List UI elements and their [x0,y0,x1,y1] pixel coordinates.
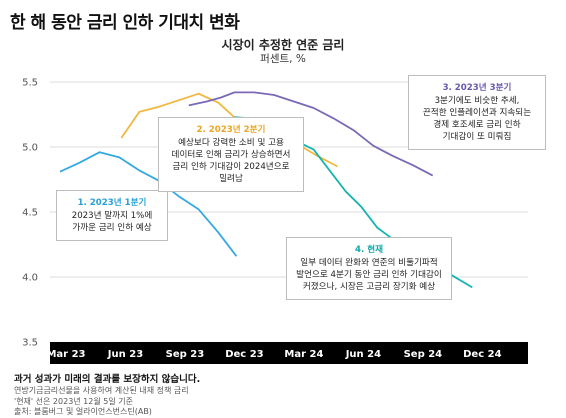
x-axis-labels: Mar 23 Jun 23 Sep 23 Dec 23 Mar 24 Jun 24 Sep … [46,349,501,360]
x-tick-label: Sep 23 [166,349,205,360]
annotation-line: 밀려남 [219,174,243,184]
y-tick-label: 4.0 [22,273,38,284]
y-tick-label: 3.5 [22,338,38,349]
annotation-q3-2023: 3. 2023년 3분기 3분기에도 비슷한 추세, 끈적한 인플레이션과 지속… [408,75,546,150]
unit-label: 퍼센트, % [260,53,306,65]
annotation-line: 가까운 금리 인하 예상 [72,223,152,233]
y-axis-labels: 3.5 4.0 4.5 5.0 5.5 [22,78,38,349]
disclaimer: 과거 성과가 미래의 결과를 보장하지 않습니다. [14,374,201,385]
y-tick-label: 5.5 [22,78,38,89]
y-tick-label: 5.0 [22,143,38,154]
annotation-line: 예상보다 강력한 소비 및 고용 [178,138,284,148]
annotation-line: 끈적한 인플레이션과 지속되는 [422,108,532,118]
annotation-heading: 1. 2023년 1분기 [77,198,147,208]
annotation-line: 일부 데이터 완화와 연준의 비둘기파적 [300,258,438,268]
annotation-line: 커졌으나, 시장은 고금리 장기화 예상 [302,282,436,292]
annotation-heading: 2. 2023년 2분기 [196,125,266,135]
x-axis-band [50,342,528,364]
x-tick-label: Jun 24 [345,349,381,360]
annotation-line: 발언으로 4분기 동안 금리 인하 기대감이 [296,270,442,280]
x-tick-label: Mar 24 [284,349,323,360]
annotation-heading: 4. 현재 [354,245,384,255]
annotation-line: 데이터로 인해 금리가 상승하면서 [171,150,291,160]
series-line-3 [188,91,434,177]
chart-subtitle: 시장이 추정한 연준 금리 [221,38,345,52]
annotation-q1-2023: 1. 2023년 1분기 2023년 말까지 1%에 가까운 금리 인하 예상 [56,190,168,241]
annotation-line: 3분기에도 비슷한 추세, [434,96,520,106]
footnote-2: '현재' 선은 2023년 12월 5일 기준 [14,396,133,406]
annotation-line: 기대감이 또 미뤄짐 [442,132,512,142]
x-tick-label: Dec 24 [463,349,501,360]
series-line-1 [59,151,238,257]
annotation-q2-2023: 2. 2023년 2분기 예상보다 강력한 소비 및 고용 데이터로 인해 금리… [158,117,304,192]
x-tick-label: Jun 23 [107,349,143,360]
annotation-line: 경제 호조세로 금리 인하 [433,120,521,130]
y-tick-label: 4.5 [22,208,38,219]
x-tick-label: Sep 24 [404,349,443,360]
footnote-1: 연방기금금리선물을 사용하여 계산된 내재 정책 금리 [14,386,189,395]
source-note: 출처: 블룸버그 및 얼라이언스번스틴(AB) [14,407,152,416]
x-tick-label: Dec 23 [225,349,263,360]
footer: 과거 성과가 미래의 결과를 보장하지 않습니다. 연방기금금리선물을 사용하여… [14,374,554,418]
annotation-line: 금리 인하 기대감이 2024년으로 [172,162,290,172]
annotation-line: 2023년 말까지 1%에 [71,211,153,221]
annotation-heading: 3. 2023년 3분기 [442,83,512,93]
chart-title: 한 해 동안 금리 인하 기대치 변화 [10,13,240,33]
x-tick-label: Mar 23 [46,349,85,360]
annotation-current: 4. 현재 일부 데이터 완화와 연준의 비둘기파적 발언으로 4분기 동안 금… [286,237,452,300]
